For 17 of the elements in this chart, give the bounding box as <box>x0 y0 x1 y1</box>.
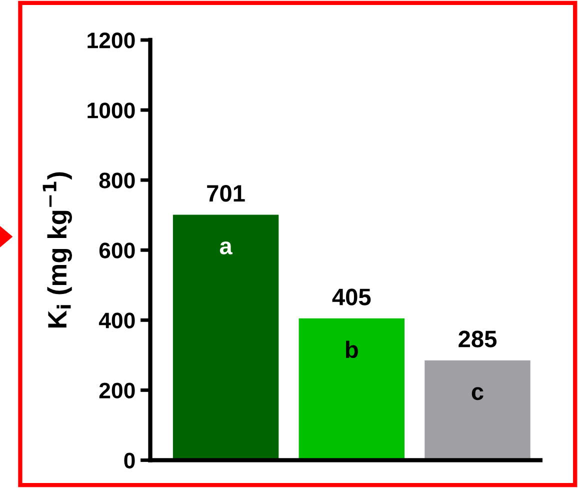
bar <box>172 214 279 460</box>
y-tick-label: 600 <box>99 242 135 258</box>
y-tick-label: 400 <box>98 312 135 328</box>
data-label: 285 <box>458 330 497 348</box>
y-axis-title: K$_{i}$ (mg kg$^{−1}$) <box>42 172 72 328</box>
annotation: a <box>220 241 233 254</box>
bar <box>298 318 405 460</box>
y-tick-label: 1000 <box>88 102 135 118</box>
y-tick-label: 800 <box>99 172 135 188</box>
annotation: c <box>472 387 484 400</box>
data-label: 405 <box>332 288 371 306</box>
bar <box>424 360 530 460</box>
annotation: b <box>346 340 358 358</box>
y-tick-label: 1200 <box>88 32 135 48</box>
data-label: 701 <box>207 185 245 202</box>
y-tick-label: 0 <box>124 452 135 468</box>
y-tick-label: 200 <box>99 382 135 398</box>
